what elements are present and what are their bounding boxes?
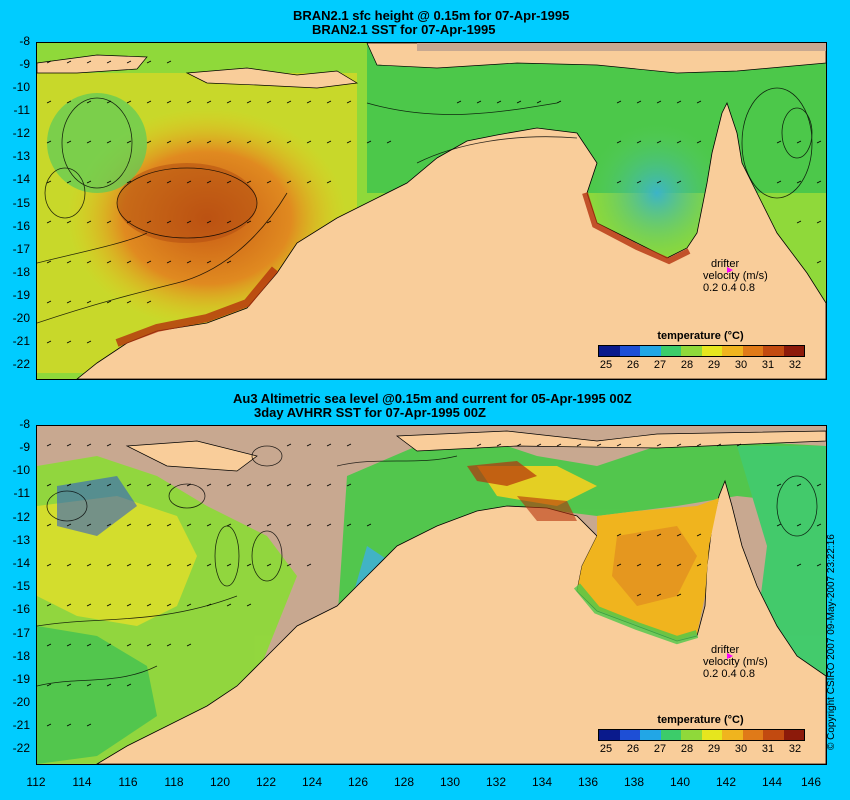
legend-label: 29	[707, 743, 721, 755]
bottom-map	[36, 425, 827, 765]
drifter-marker-icon	[727, 267, 733, 273]
drifter-marker-icon	[727, 653, 733, 659]
x-tick: 124	[301, 775, 323, 789]
y-tick: -9	[19, 57, 30, 71]
x-tick: 132	[485, 775, 507, 789]
x-tick: 128	[393, 775, 415, 789]
top-map	[36, 42, 827, 380]
y-tick: -13	[12, 533, 30, 547]
top-drifter-legend: drifter velocity (m/s) 0.2 0.4 0.8	[703, 258, 768, 294]
bottom-title-line1: Au3 Altimetric sea level @0.15m and curr…	[233, 391, 632, 406]
x-tick: 122	[255, 775, 277, 789]
y-tick: -16	[12, 219, 30, 233]
bottom-legend-labels: 25 26 27 28 29 30 31 32	[598, 741, 803, 755]
velocity-scale: 0.2 0.4 0.8	[703, 668, 755, 680]
legend-label: 32	[788, 743, 802, 755]
y-tick: -21	[12, 718, 30, 732]
y-tick: -20	[12, 311, 30, 325]
y-tick: -8	[19, 417, 30, 431]
y-tick: -14	[12, 172, 30, 186]
x-tick: 140	[669, 775, 691, 789]
legend-label: 27	[653, 743, 667, 755]
top-legend-title: temperature (°C)	[657, 330, 744, 342]
y-tick: -11	[13, 486, 30, 500]
y-tick: -19	[12, 672, 30, 686]
top-legend-labels: 25 26 27 28 29 30 31 32	[598, 357, 803, 371]
bottom-drifter-legend: drifter velocity (m/s) 0.2 0.4 0.8	[703, 644, 768, 680]
x-tick: 126	[347, 775, 369, 789]
legend-label: 30	[734, 359, 748, 371]
velocity-label: velocity (m/s)	[703, 656, 768, 668]
y-tick: -9	[19, 440, 30, 454]
x-tick: 130	[439, 775, 461, 789]
y-tick: -15	[12, 196, 30, 210]
y-tick: -11	[13, 103, 30, 117]
x-tick: 136	[577, 775, 599, 789]
copyright-notice: © Copyright CSIRO 2007 09-May-2007 23:22…	[826, 534, 837, 750]
y-tick: -8	[19, 34, 30, 48]
y-tick: -21	[12, 334, 30, 348]
x-tick: 146	[800, 775, 822, 789]
y-tick: -14	[12, 556, 30, 570]
legend-label: 25	[599, 743, 613, 755]
bottom-title-line2: 3day AVHRR SST for 07-Apr-1995 00Z	[254, 405, 486, 420]
legend-label: 28	[680, 743, 694, 755]
x-tick: 116	[118, 775, 138, 789]
legend-label: 32	[788, 359, 802, 371]
top-velocity-arrows	[46, 60, 822, 344]
x-tick: 144	[761, 775, 783, 789]
velocity-label: velocity (m/s)	[703, 270, 768, 282]
legend-label: 31	[761, 359, 775, 371]
legend-label: 26	[626, 359, 640, 371]
y-tick: -20	[12, 695, 30, 709]
y-tick: -13	[12, 149, 30, 163]
bottom-map-svg	[37, 426, 826, 764]
y-tick: -10	[12, 463, 30, 477]
legend-label: 26	[626, 743, 640, 755]
bottom-legend: temperature (°C) 25 26 27 28 29 30 31 32	[598, 714, 805, 755]
y-tick: -22	[12, 741, 30, 755]
bottom-legend-title: temperature (°C)	[657, 714, 744, 726]
drifter-label: drifter	[711, 258, 740, 270]
x-tick: 142	[715, 775, 737, 789]
top-map-svg	[37, 43, 826, 379]
x-tick: 134	[531, 775, 553, 789]
bottom-velocity-arrows	[46, 443, 822, 727]
y-tick: -15	[12, 579, 30, 593]
x-tick: 114	[72, 775, 92, 789]
y-tick: -17	[12, 626, 30, 640]
x-tick: 112	[26, 775, 46, 789]
x-tick: 138	[623, 775, 645, 789]
y-tick: -18	[12, 265, 30, 279]
top-legend-colorbar	[598, 345, 805, 357]
x-tick: 118	[164, 775, 184, 789]
top-title-line1: BRAN2.1 sfc height @ 0.15m for 07-Apr-19…	[293, 8, 570, 23]
legend-label: 30	[734, 743, 748, 755]
velocity-scale: 0.2 0.4 0.8	[703, 282, 755, 294]
y-tick: -18	[12, 649, 30, 663]
top-title-line2: BRAN2.1 SST for 07-Apr-1995	[312, 22, 496, 37]
y-tick: -19	[12, 288, 30, 302]
legend-label: 27	[653, 359, 667, 371]
bottom-legend-colorbar	[598, 729, 805, 741]
drifter-label: drifter	[711, 644, 740, 656]
y-tick: -12	[12, 510, 30, 524]
legend-label: 29	[707, 359, 721, 371]
y-tick: -12	[12, 126, 30, 140]
y-tick: -10	[12, 80, 30, 94]
y-tick: -22	[12, 357, 30, 371]
legend-label: 31	[761, 743, 775, 755]
x-tick: 120	[209, 775, 231, 789]
top-legend: temperature (°C) 25 26 27 28 29 30 31 32	[598, 330, 805, 371]
y-tick: -17	[12, 242, 30, 256]
legend-label: 25	[599, 359, 613, 371]
top-land-timor	[185, 67, 359, 89]
y-tick: -16	[12, 602, 30, 616]
legend-label: 28	[680, 359, 694, 371]
